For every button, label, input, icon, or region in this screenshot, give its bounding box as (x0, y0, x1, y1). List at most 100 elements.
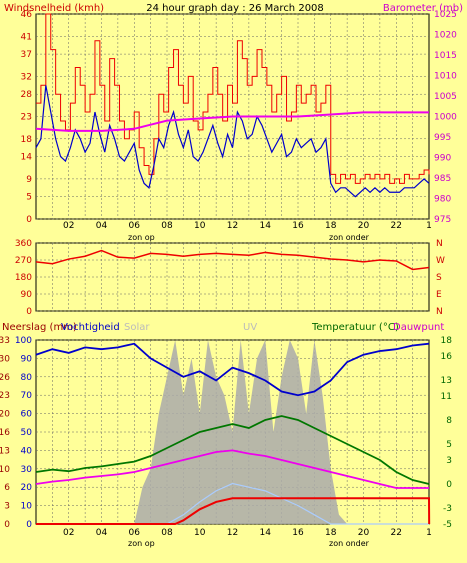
barometer-y-tick-label: 1000 (434, 113, 457, 123)
x-tick-label: 12 (227, 221, 238, 231)
barometer-y-tick-label: 995 (434, 133, 451, 143)
rain-y-tick-label: 23 (0, 391, 10, 401)
temperature-y-tick-label: 5 (446, 440, 452, 450)
temperature-y-tick-label: 18 (441, 336, 453, 346)
barometer-y-tick-label: 1015 (434, 51, 457, 61)
barometer-y-tick-label: 1025 (434, 10, 457, 20)
x-tick-label: 02 (63, 528, 74, 538)
wind-direction-line (35, 249, 430, 271)
temperature-y-tick-label: 13 (441, 376, 452, 386)
labels-layer: 02 04 06 08 10 12 14 16 18 20 22 102 04 06 08 10 12 14 16 1… (0, 10, 457, 538)
dewpoint-axis-title: Dauwpunt (393, 322, 444, 333)
rain-y-tick-label: 16 (0, 428, 10, 438)
x-tick-label: 22 (391, 221, 402, 231)
compass-label: S (436, 273, 442, 283)
rain-y-tick-label: 30 (0, 354, 10, 364)
barometer-y-tick-label: 1010 (434, 72, 457, 82)
humidity-y-tick-label: 20 (21, 483, 33, 493)
x-tick-label: 10 (194, 528, 206, 538)
barometer-y-tick-label: 1005 (434, 92, 457, 102)
rain-y-tick-label: 6 (4, 483, 10, 493)
x-tick-label: 04 (96, 221, 108, 231)
wind-average-line (35, 85, 430, 198)
x-tick-label: 16 (292, 221, 304, 231)
solar-area (36, 340, 429, 524)
x-tick-label: 06 (129, 528, 141, 538)
direction-y-tick-label: 90 (21, 290, 33, 300)
wind-y-tick-label: 0 (26, 215, 32, 225)
rain-y-tick-label: 20 (0, 410, 10, 420)
temperature-y-tick-label: -5 (443, 520, 452, 530)
direction-y-tick-label: 0 (26, 307, 32, 317)
humidity-y-tick-label: 80 (21, 373, 33, 383)
x-tick-label: 06 (129, 221, 141, 231)
series-layer (35, 13, 431, 525)
sunset-label-bottom: zon onder (329, 539, 370, 548)
compass-label: W (436, 256, 445, 266)
x-tick-label: 02 (63, 221, 74, 231)
direction-y-tick-label: 180 (15, 273, 32, 283)
x-tick-label: 10 (194, 221, 206, 231)
humidity-y-tick-label: 90 (21, 354, 33, 364)
temperature-y-tick-label: 8 (446, 416, 452, 426)
wind-axis-title: Windsnelheid (kmh) (4, 3, 104, 14)
x-tick-label: 20 (358, 221, 370, 231)
humidity-y-tick-label: 70 (21, 391, 33, 401)
humidity-y-tick-label: 50 (21, 428, 33, 438)
chart-title: 24 hour graph day : 26 March 2008 (146, 3, 324, 14)
uv-line (36, 482, 429, 525)
sunrise-label-bottom: zon op (128, 539, 155, 548)
rain-y-tick-label: 33 (0, 336, 10, 346)
x-tick-label: 1 (426, 528, 432, 538)
sunset-label-top: zon onder (329, 233, 370, 242)
wind-y-tick-label: 46 (21, 10, 33, 20)
wind-gust-line (36, 13, 430, 184)
x-tick-label: 18 (325, 221, 337, 231)
x-tick-label: 20 (358, 528, 370, 538)
barometer-y-tick-label: 990 (434, 154, 451, 164)
temperature-line (35, 415, 430, 485)
x-tick-label: 14 (260, 528, 272, 538)
x-tick-label: 18 (325, 528, 337, 538)
temperature-y-tick-label: 11 (441, 392, 452, 402)
humidity-y-tick-label: 10 (21, 502, 33, 512)
x-tick-label: 22 (391, 528, 402, 538)
temperature-y-tick-label: 3 (446, 456, 452, 466)
barometer-line (35, 111, 429, 132)
x-tick-label: 16 (292, 528, 304, 538)
barometer-y-tick-label: 975 (434, 215, 451, 225)
temperature-y-tick-label: 16 (441, 352, 453, 362)
humidity-y-tick-label: 100 (15, 336, 32, 346)
barometer-axis-title: Barometer (mb) (383, 3, 463, 14)
rain-y-tick-label: 26 (0, 373, 10, 383)
sunrise-label-top: zon op (128, 233, 155, 242)
wind-y-tick-label: 5 (26, 193, 32, 203)
wind-y-tick-label: 18 (21, 135, 33, 145)
x-tick-label: 04 (96, 528, 108, 538)
rain-y-tick-label: 10 (0, 465, 10, 475)
humidity-y-tick-label: 60 (21, 410, 33, 420)
dewpoint-line (35, 449, 429, 489)
wind-y-tick-label: 37 (21, 50, 32, 60)
x-tick-label: 08 (161, 221, 173, 231)
rain-y-tick-label: 3 (4, 502, 10, 512)
solar-axis-title: Solar (124, 322, 150, 333)
uv-axis-title: UV (243, 322, 257, 333)
wind-y-tick-label: 28 (21, 90, 33, 100)
barometer-y-tick-label: 1020 (434, 31, 457, 41)
x-tick-label: 12 (227, 528, 238, 538)
humidity-line (35, 342, 430, 397)
wind-y-tick-label: 23 (21, 113, 32, 123)
x-tick-label: 08 (161, 528, 173, 538)
wind-y-tick-label: 14 (21, 153, 33, 163)
compass-label: E (436, 290, 442, 300)
humidity-y-tick-label: 30 (21, 465, 33, 475)
humidity-y-tick-label: 0 (26, 520, 32, 530)
compass-label: N (436, 239, 443, 249)
wind-y-tick-label: 41 (21, 32, 32, 42)
wind-y-tick-label: 32 (21, 72, 32, 82)
direction-y-tick-label: 360 (15, 239, 32, 249)
rain-line (36, 497, 431, 525)
compass-label: N (436, 307, 443, 317)
